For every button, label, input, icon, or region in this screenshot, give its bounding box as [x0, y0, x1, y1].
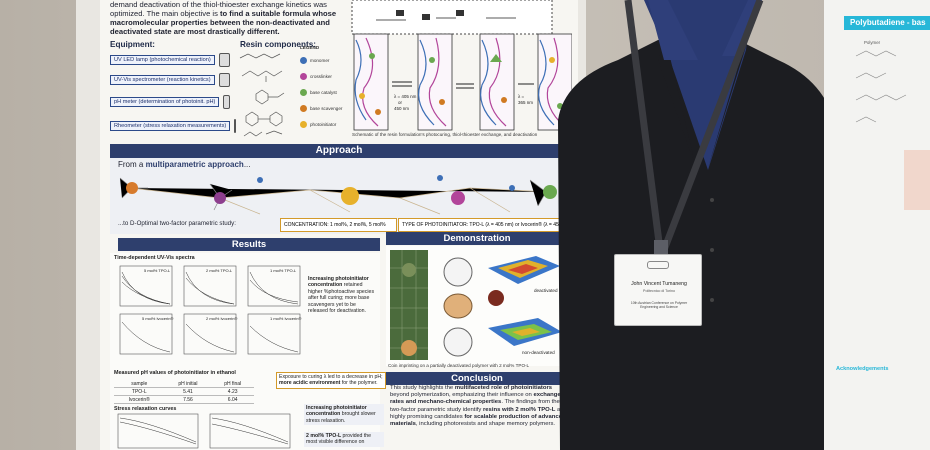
demonstration-images: deactivated non-deactivated — [390, 250, 562, 360]
ph-meter-icon — [223, 95, 230, 109]
equipment-item: Rheometer (stress relaxation measurement… — [110, 118, 237, 134]
plot-label: 5 mol% TPO-L — [144, 268, 171, 273]
legend-item: crosslinker — [300, 68, 352, 84]
spectrometer-icon — [218, 73, 230, 87]
equipment-item: UV-Vis spectrometer (reaction kinetics) — [110, 72, 230, 88]
presenter-person — [558, 0, 842, 450]
results-header: Results — [118, 238, 380, 251]
badge-clip — [647, 261, 669, 269]
plot-label: 1 mol% TPO-L — [270, 268, 297, 273]
parameter-network — [119, 175, 557, 215]
resin-legend: LEGEND monomer crosslinker base catalyst… — [300, 42, 352, 132]
approach-intro: From a multiparametric approach... — [118, 160, 251, 169]
badge-event: 10th Austrian Conference on Polymer Engi… — [630, 301, 688, 309]
scientific-poster: demand deactivation of the thiol-thioest… — [100, 0, 578, 450]
legend-item: monomer — [300, 52, 352, 68]
approach-study-text: ...to D-Optimal two-factor parametric st… — [118, 220, 236, 227]
neighbor-poster-label: Polymer — [864, 40, 881, 45]
ph-table-title: Measured pH values of photoinitiator in … — [114, 370, 236, 376]
legend-item: base scavenger — [300, 100, 352, 116]
plot-label: 2 mol% TPO-L — [206, 268, 233, 273]
wavelength-label-1: λ = 405 nm — [394, 94, 417, 99]
legend-item: photoinitiator — [300, 116, 352, 132]
equipment-item: UV LED lamp (photochemical reaction) — [110, 52, 230, 68]
intro-paragraph: demand deactivation of the thiol-thioest… — [110, 0, 337, 36]
deactivated-label: deactivated — [534, 288, 558, 293]
photoinitiator-type-box: TYPE OF PHOTOINITIATOR: TPO-L (λ = 405 n… — [398, 218, 571, 232]
svg-text:or: or — [398, 100, 403, 105]
molecule-structures — [239, 53, 285, 137]
demonstration-header: Demonstration — [386, 232, 568, 245]
lamp-icon — [218, 53, 230, 67]
plot-label: 2 mol% Ivocerin® — [206, 316, 237, 321]
neighbor-poster-diagram — [855, 50, 907, 123]
approach-section: From a multiparametric approach... ...to… — [110, 158, 571, 234]
neighbor-poster-figure — [904, 150, 930, 210]
stress-note: Increasing photoinitiator concentration … — [304, 404, 384, 426]
uv-vis-title: Time-dependent UV-Vis spectra — [114, 255, 195, 261]
resin-components-title: Resin components: — [240, 40, 316, 49]
legend-item: base catalyst — [300, 84, 352, 100]
stress-relaxation-title: Stress relaxation curves — [114, 406, 177, 412]
stress-relaxation-plots — [117, 413, 291, 449]
neighbor-poster-title: Polybutadiene - bas — [844, 16, 930, 30]
legend-title: LEGEND — [300, 44, 320, 50]
plot-label: 5 mol% Ivocerin® — [142, 316, 173, 321]
rheometer-icon — [234, 119, 237, 133]
uv-vis-spectra-plots: 5 mol% TPO-L 2 mol% TPO-L 1 mol% TPO-L 5… — [119, 265, 301, 355]
equipment-title: Equipment: — [110, 40, 156, 49]
svg-text:450 nm: 450 nm — [394, 106, 409, 111]
conclusion-paragraph: This study highlights the multifaceted r… — [390, 385, 566, 428]
non-deactivated-label: non-deactivated — [522, 350, 555, 355]
neighbor-poster-acknowledgements: Acknowledgements — [836, 366, 889, 372]
neighbor-poster: Polybutadiene - bas Polymer Acknowledgem… — [824, 0, 930, 450]
scheme-caption: Schematic of the resin formulation's pho… — [352, 132, 538, 137]
svg-text:365 nm: 365 nm — [518, 100, 533, 105]
ph-table: sample pH initial pH final TPO-L 5.41 4.23 I… — [114, 380, 254, 404]
name-badge: John Vincent Tumaneng Politecnico di Tor… — [614, 254, 702, 326]
approach-header: Approach — [110, 144, 568, 158]
plot-label: 1 mol% Ivocerin® — [270, 316, 301, 321]
conclusion-header: Conclusion — [386, 372, 568, 385]
concentration-box: CONCENTRATION: 1 mol%, 2 mol%, 5 mol% — [280, 218, 397, 232]
equipment-item: pH meter (determination of photoinit. pH… — [110, 94, 230, 110]
ph-note: Exposure to curing λ led to a decrease i… — [276, 372, 386, 389]
uv-vis-note: Increasing photoinitiator concentration … — [308, 276, 375, 315]
stress-note-2: 2 mol% TPO-L provided the most visible d… — [304, 432, 384, 447]
badge-name: John Vincent Tumaneng — [631, 281, 687, 287]
wavelength-label-2: λ = — [518, 94, 525, 99]
badge-organization: Politecnico di Torino — [643, 289, 675, 293]
demonstration-caption: Coin imprinting on a partially deactivat… — [388, 363, 530, 368]
reaction-scheme: λ = 405 nm or 450 nm λ = 365 nm — [351, 0, 572, 131]
